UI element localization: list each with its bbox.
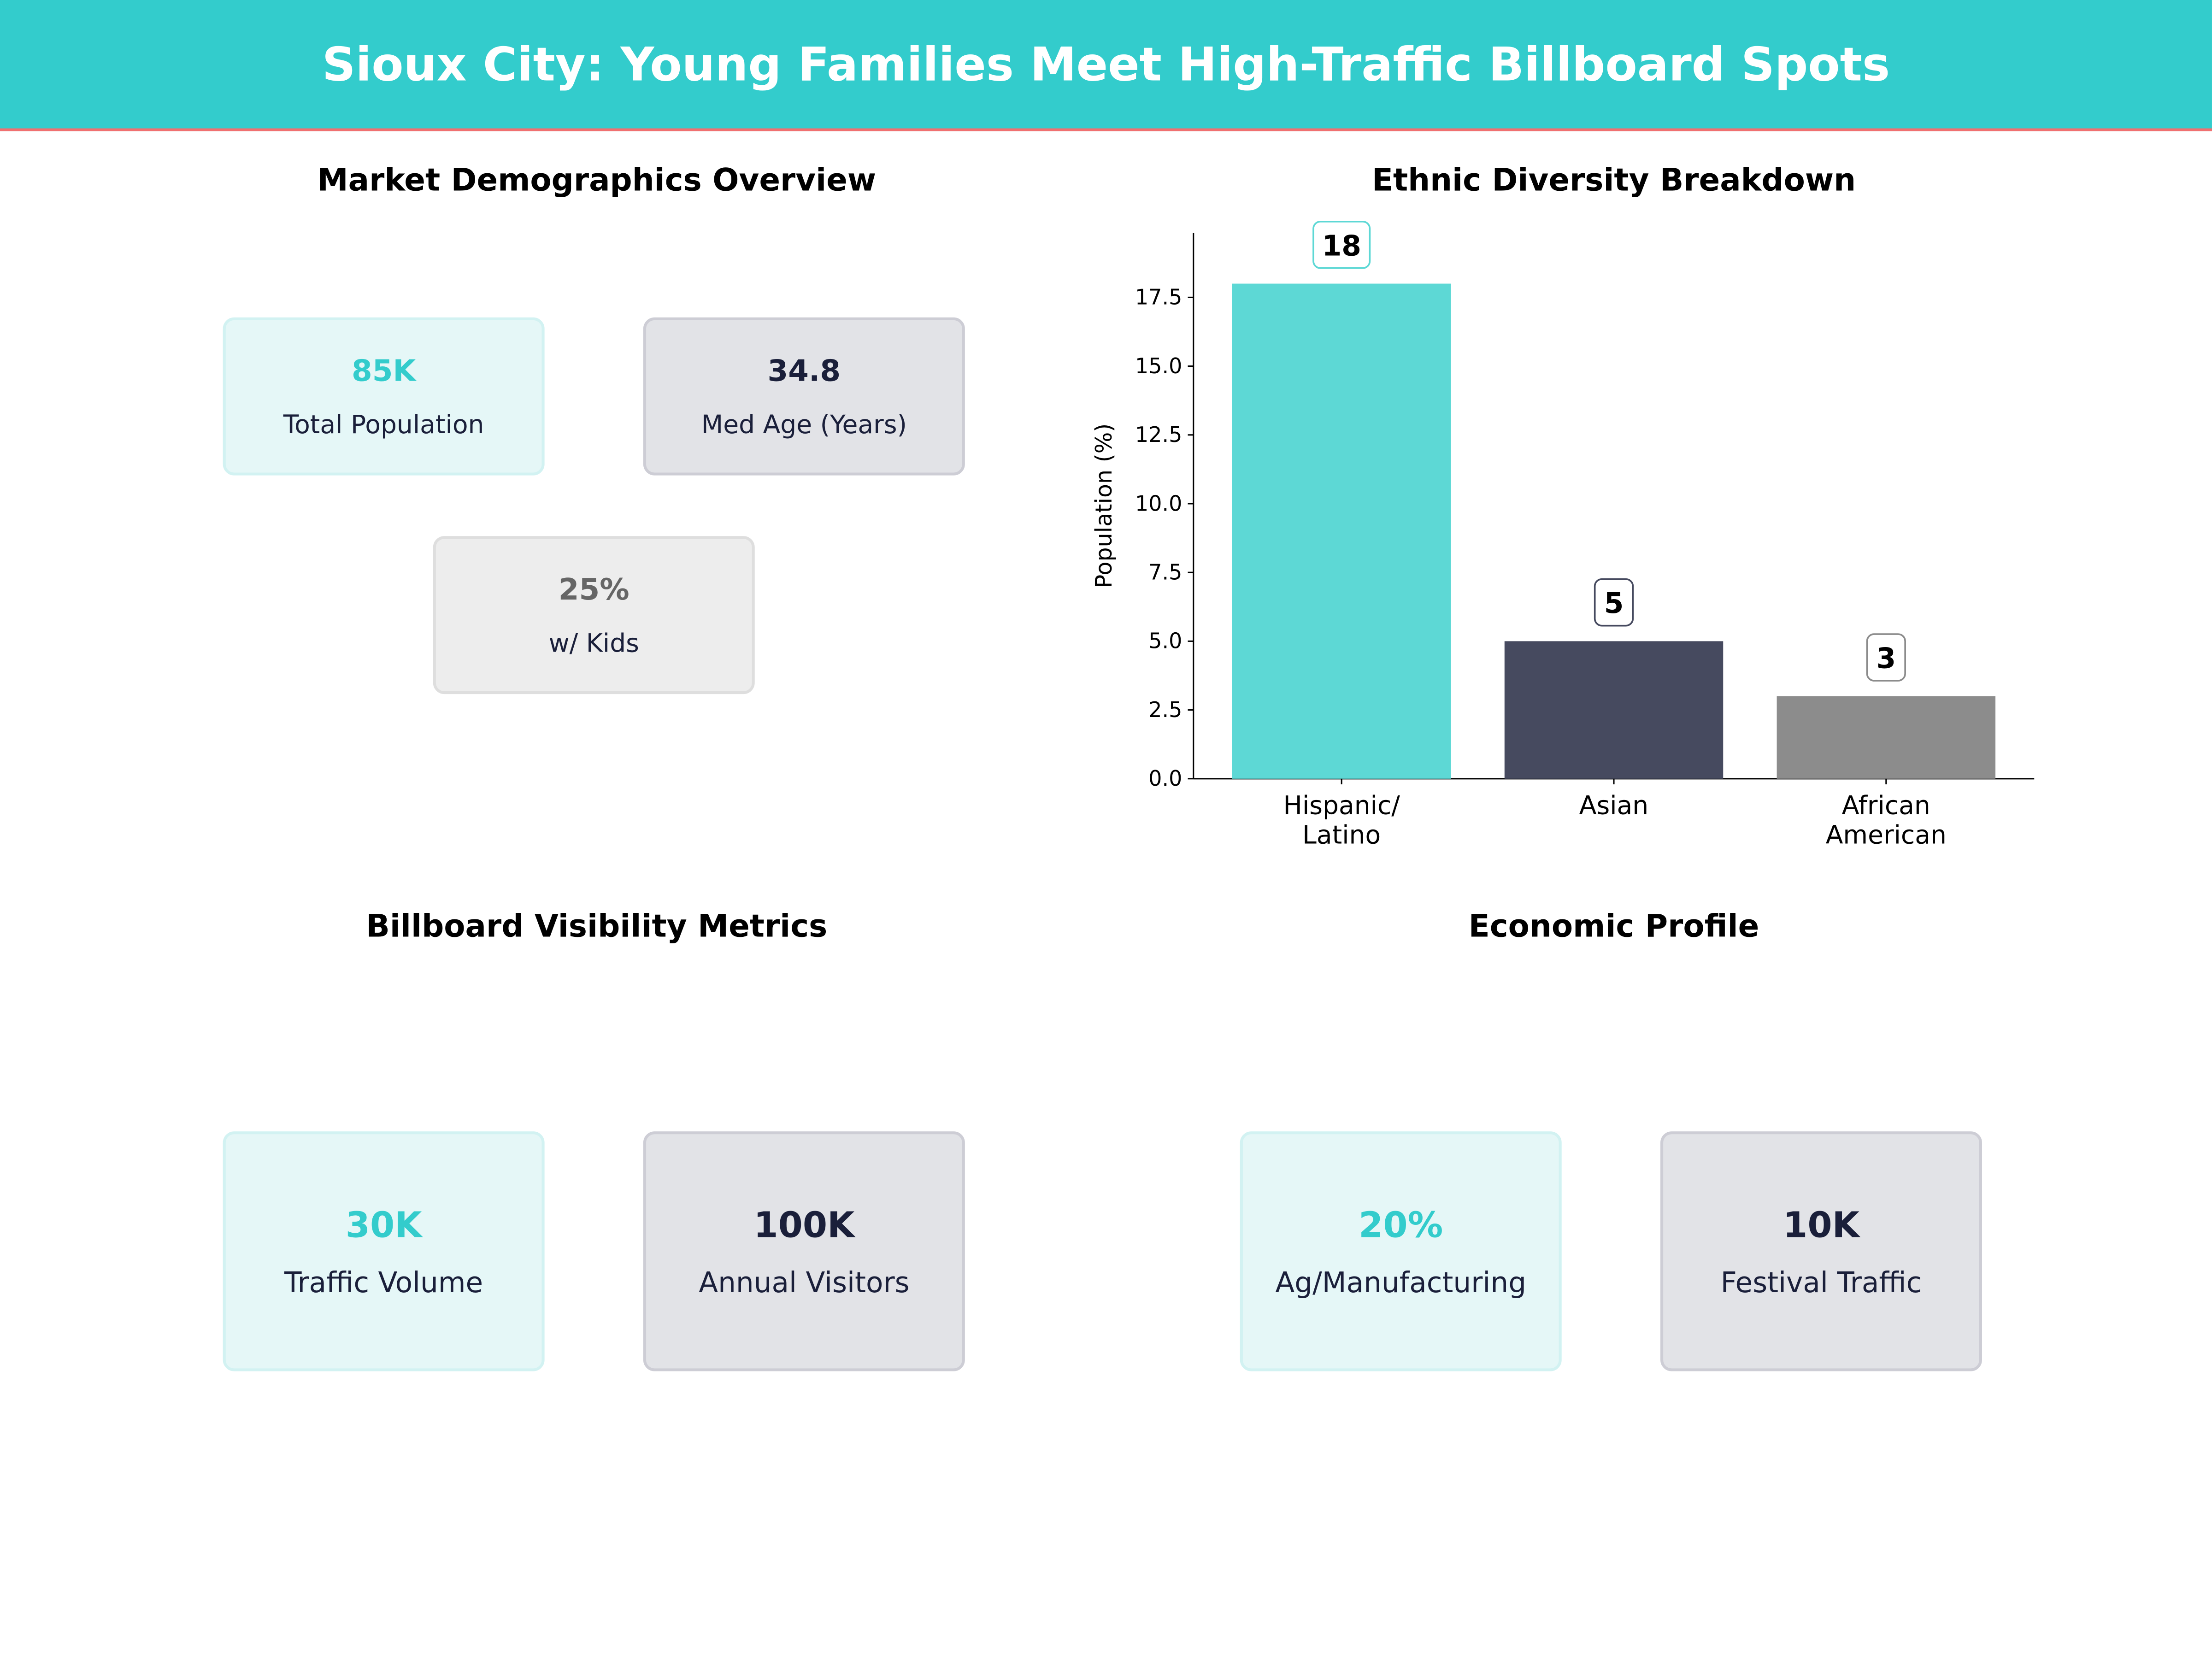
y-tick-label: 5.0	[1148, 629, 1182, 653]
x-tick-label: Hispanic/Latino	[1283, 790, 1400, 849]
x-tick-label: African American	[1826, 790, 1947, 849]
card-label: Festival Traffic	[1720, 1265, 1922, 1299]
traffic-volume-card: 30K Traffic Volume	[223, 1131, 545, 1371]
y-tick-label: 2.5	[1148, 697, 1182, 722]
page-title: Sioux City: Young Families Meet High-Tra…	[322, 36, 1890, 92]
data-label-box	[1594, 578, 1634, 627]
festival-traffic-card: 10K Festival Traffic	[1660, 1131, 1982, 1371]
card-label: Total Population	[283, 410, 484, 440]
data-label-box	[1866, 633, 1906, 682]
bar	[1504, 641, 1724, 779]
total-population-card: 85K Total Population	[223, 317, 545, 476]
card-label: Traffic Volume	[284, 1265, 483, 1299]
y-tick-label: 15.0	[1135, 353, 1182, 378]
bar	[1232, 283, 1451, 779]
ag-manufacturing-card: 20% Ag/Manufacturing	[1240, 1131, 1562, 1371]
y-tick-label: 17.5	[1135, 285, 1182, 310]
demographics-title: Market Demographics Overview	[317, 164, 877, 199]
y-tick-label: 7.5	[1148, 559, 1182, 584]
y-axis-label: Population (%)	[1091, 424, 1117, 588]
card-value: 25%	[558, 572, 629, 606]
card-value: 34.8	[767, 353, 841, 388]
card-label: Annual Visitors	[699, 1265, 910, 1299]
data-label: 5	[1604, 587, 1624, 620]
annual-visitors-card: 100K Annual Visitors	[643, 1131, 965, 1371]
card-label: Med Age (Years)	[701, 410, 907, 440]
x-tick-label: Asian	[1579, 790, 1648, 820]
y-tick-label: 0.0	[1148, 766, 1182, 791]
with-kids-card: 25% w/ Kids	[433, 536, 755, 694]
billboard-title: Billboard Visibility Metrics	[366, 910, 828, 946]
header-banner: Sioux City: Young Families Meet High-Tra…	[0, 0, 2212, 131]
card-value: 10K	[1783, 1204, 1859, 1245]
chart-title: Ethnic Diversity Breakdown	[1371, 164, 1856, 199]
y-tick-label: 10.0	[1135, 491, 1182, 516]
card-value: 30K	[345, 1204, 422, 1245]
card-label: Ag/Manufacturing	[1275, 1265, 1527, 1299]
card-value: 85K	[352, 353, 416, 388]
economic-title: Economic Profile	[1468, 910, 1759, 946]
data-label-box	[1312, 220, 1371, 269]
data-label: 3	[1877, 642, 1896, 675]
median-age-card: 34.8 Med Age (Years)	[643, 317, 965, 476]
card-value: 20%	[1359, 1204, 1443, 1245]
bar	[1777, 696, 1996, 779]
card-value: 100K	[753, 1204, 855, 1245]
y-tick-label: 12.5	[1135, 422, 1182, 447]
data-label: 18	[1322, 229, 1361, 262]
card-label: w/ Kids	[548, 628, 639, 659]
